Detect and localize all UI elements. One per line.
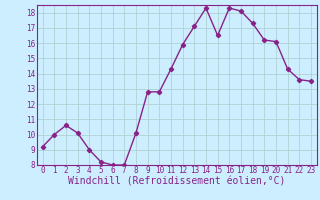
X-axis label: Windchill (Refroidissement éolien,°C): Windchill (Refroidissement éolien,°C) — [68, 177, 285, 187]
